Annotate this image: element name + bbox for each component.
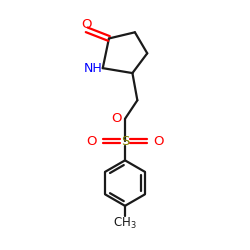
- Text: S: S: [121, 134, 129, 147]
- Text: O: O: [153, 134, 164, 147]
- Text: O: O: [81, 18, 92, 31]
- Text: O: O: [112, 112, 122, 125]
- Text: NH: NH: [84, 62, 103, 75]
- Text: O: O: [86, 134, 97, 147]
- Text: CH$_3$: CH$_3$: [113, 216, 137, 231]
